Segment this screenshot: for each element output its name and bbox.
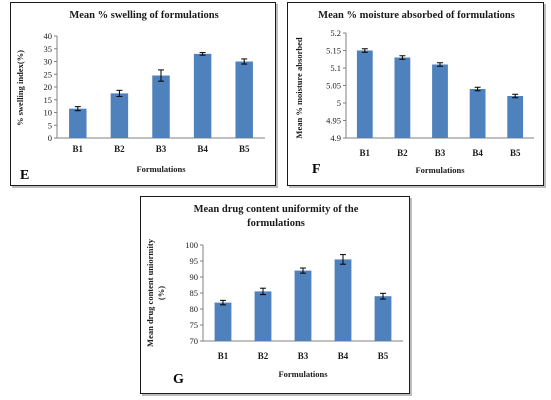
chart-e-bar xyxy=(110,93,129,138)
chart-f-y-tick-label: 5.2 xyxy=(330,28,341,38)
chart-f-y-axis-title-line-1: Mean % moisture absorbed xyxy=(294,37,304,138)
chart-e-y-tick-label: 30 xyxy=(44,57,53,67)
chart-e-x-axis-title: Formulations xyxy=(136,164,186,174)
chart-panel-e: Mean % swelling of formulations 0 5 10 15 20 2… xyxy=(10,2,276,186)
chart-g-y-tick-label: 70 xyxy=(190,336,199,346)
chart-e-y-tick-label: 15 xyxy=(44,95,53,105)
chart-f-bar xyxy=(432,64,448,138)
chart-f-category-label: B5 xyxy=(510,148,521,158)
chart-g-bar xyxy=(254,291,272,341)
chart-g-category-label: B5 xyxy=(378,351,389,361)
chart-f-y-tick-label: 5 xyxy=(337,98,341,108)
chart-g-bar xyxy=(294,270,312,341)
chart-f-y-tick-label: 5.1 xyxy=(330,63,341,73)
chart-g-title-line-2: formulations xyxy=(247,218,305,229)
chart-panel-g: Mean drug content uniformity of the formu… xyxy=(140,196,410,394)
chart-e-y-tick-label: 20 xyxy=(44,82,53,92)
chart-f-x-axis-title: Formulations xyxy=(415,165,465,175)
chart-g-bar xyxy=(374,296,392,341)
chart-f-y-tick-label: 5.05 xyxy=(326,81,341,91)
chart-e-title-line-1: Mean % swelling of formulations xyxy=(69,10,218,21)
chart-g-x-axis-title: Formulations xyxy=(278,369,328,379)
chart-f-y-tick-label: 4.95 xyxy=(326,116,341,126)
chart-e-bar xyxy=(235,61,253,138)
chart-g-y-tick-label: 100 xyxy=(185,240,198,250)
moisture-chart: Mean % moisture absorbed of formulations… xyxy=(294,10,534,177)
chart-g-category-label: B2 xyxy=(258,351,269,361)
chart-e-bar xyxy=(152,75,170,138)
chart-e-bar xyxy=(69,108,87,138)
drug-content-chart: Mean drug content uniformity of the formu… xyxy=(145,204,403,387)
chart-g-y-tick-label: 95 xyxy=(190,256,199,266)
chart-f-bar xyxy=(356,50,373,138)
swelling-chart: Mean % swelling of formulations 0 5 10 15 20 2… xyxy=(15,10,265,183)
chart-f-category-label: B2 xyxy=(397,148,408,158)
chart-g-category-label: B4 xyxy=(338,351,349,361)
chart-e-panel-letter: E xyxy=(20,168,29,183)
chart-g-category-label: B1 xyxy=(218,351,229,361)
chart-e-y-tick-label: 25 xyxy=(44,69,53,79)
chart-e-y-tick-label: 40 xyxy=(44,31,53,41)
chart-e-category-label: B1 xyxy=(73,144,84,154)
chart-g-panel-letter: G xyxy=(173,372,184,387)
chart-e-y-tick-label: 5 xyxy=(48,120,52,130)
chart-f-category-label: B4 xyxy=(472,148,483,158)
chart-f-y-tick-label: 4.9 xyxy=(330,133,341,143)
chart-g-y-tick-label: 90 xyxy=(190,272,199,282)
chart-f-bar xyxy=(394,57,411,138)
chart-g-y-tick-label: 85 xyxy=(190,288,199,298)
chart-g-bar xyxy=(334,259,352,341)
chart-f-bar xyxy=(469,89,486,138)
chart-e-y-tick-label: 35 xyxy=(44,44,53,54)
chart-f-category-label: B1 xyxy=(360,148,371,158)
chart-f-y-tick-label: 5.15 xyxy=(326,46,341,56)
chart-g-bar xyxy=(214,302,232,341)
chart-f-bar xyxy=(507,96,524,138)
chart-f-category-label: B3 xyxy=(435,148,446,158)
chart-e-category-label: B4 xyxy=(197,144,208,154)
chart-e-y-tick-label: 0 xyxy=(48,133,52,143)
chart-e-y-axis-title-line-1: % swelling index(%) xyxy=(15,50,25,126)
chart-e-category-label: B2 xyxy=(114,144,125,154)
chart-g-title-line-1: Mean drug content uniformity of the xyxy=(194,204,359,215)
chart-e-bar xyxy=(193,53,212,138)
chart-g-y-tick-label: 75 xyxy=(190,320,199,330)
chart-g-y-axis-title-line-2: (%) xyxy=(156,286,166,300)
chart-g-y-axis-title-line-1: Mean drug content uniormity xyxy=(145,238,155,347)
chart-g-y-tick-label: 80 xyxy=(190,304,199,314)
chart-e-category-label: B5 xyxy=(239,144,250,154)
chart-e-category-label: B3 xyxy=(156,144,167,154)
chart-f-panel-letter: F xyxy=(312,162,321,177)
chart-g-category-label: B3 xyxy=(298,351,309,361)
chart-e-y-tick-label: 10 xyxy=(44,108,53,118)
chart-panel-f: Mean % moisture absorbed of formulations… xyxy=(287,2,544,186)
chart-f-title-line-1: Mean % moisture absorbed of formulations xyxy=(318,10,515,21)
